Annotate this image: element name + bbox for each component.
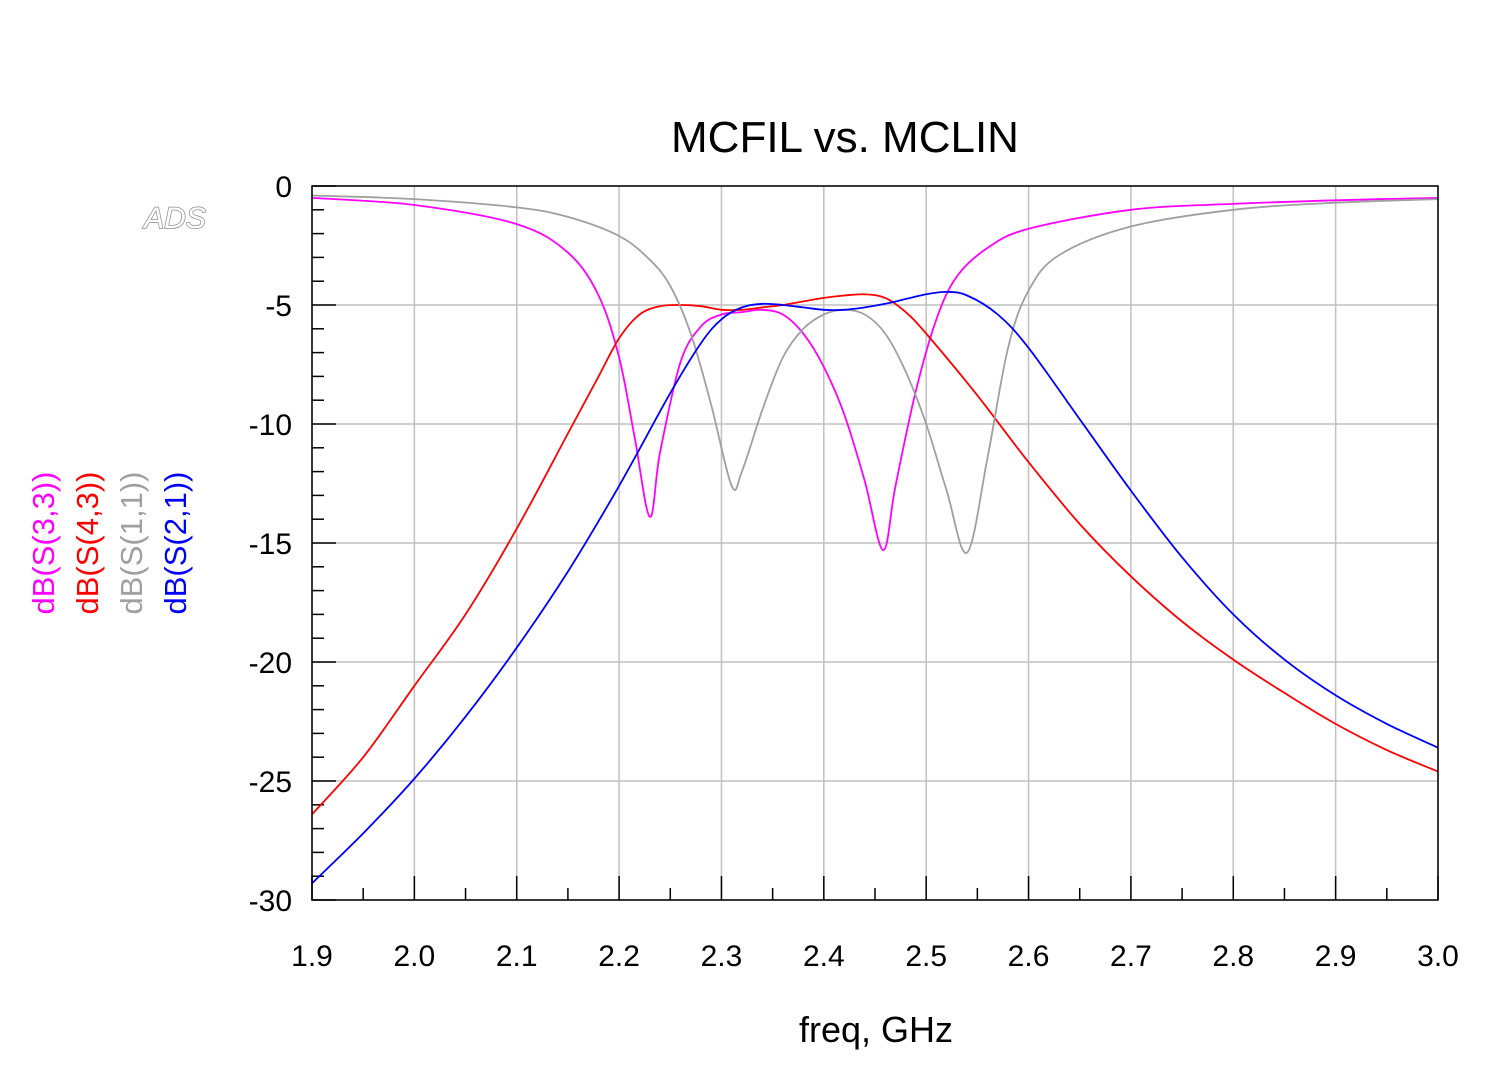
legend-entry-db-s-3-3: dB(S(3,3)) bbox=[26, 472, 61, 615]
x-tick-label: 2.9 bbox=[1315, 940, 1357, 973]
y-tick-label: 0 bbox=[275, 171, 292, 204]
x-tick-label: 2.3 bbox=[701, 940, 743, 973]
x-tick-label: 2.6 bbox=[1008, 940, 1050, 973]
x-axis-label: freq, GHz bbox=[799, 1009, 953, 1050]
x-tick-label: 2.8 bbox=[1212, 940, 1254, 973]
x-tick-labels: 1.9 2.0 2.1 2.2 2.3 2.4 2.5 2.6 2.7 2.8 2.9 3.0 bbox=[291, 940, 1459, 973]
legend-entry-db-s-1-1: dB(S(1,1)) bbox=[114, 472, 149, 615]
legend-entry-db-s-4-3: dB(S(4,3)) bbox=[70, 472, 105, 615]
legend: dB(S(3,3)) dB(S(4,3)) dB(S(1,1)) dB(S(2,1)) bbox=[26, 472, 193, 615]
y-tick-label: -20 bbox=[249, 647, 292, 680]
y-tick-label: -25 bbox=[249, 766, 292, 799]
x-tick-label: 3.0 bbox=[1417, 940, 1459, 973]
legend-entry-db-s-2-1: dB(S(2,1)) bbox=[158, 472, 193, 615]
series-line-db-s-3-3 bbox=[311, 197, 1439, 552]
x-tick-label: 2.4 bbox=[803, 940, 845, 973]
x-tick-label: 1.9 bbox=[291, 940, 333, 973]
ads-watermark: ADS bbox=[142, 202, 206, 235]
x-tick-label: 2.2 bbox=[598, 940, 640, 973]
series-lines bbox=[311, 194, 1439, 884]
y-tick-label: -10 bbox=[249, 409, 292, 442]
x-tick-label: 2.7 bbox=[1110, 940, 1152, 973]
x-tick-label: 2.5 bbox=[905, 940, 947, 973]
y-tick-label: -15 bbox=[249, 528, 292, 561]
series-line-db-s-4-3 bbox=[311, 293, 1439, 815]
y-tick-label: -5 bbox=[265, 290, 292, 323]
series-line-db-s-1-1 bbox=[311, 194, 1439, 554]
series-line-db-s-2-1 bbox=[311, 290, 1439, 884]
plot-frame bbox=[311, 185, 1439, 901]
x-tick-label: 2.0 bbox=[394, 940, 436, 973]
x-tick-label: 2.1 bbox=[496, 940, 538, 973]
grid bbox=[311, 185, 1439, 901]
y-tick-labels: 0 -5 -10 -15 -20 -25 -30 bbox=[249, 171, 292, 918]
chart-title: MCFIL vs. MCLIN bbox=[671, 113, 1019, 162]
y-tick-label: -30 bbox=[249, 885, 292, 918]
